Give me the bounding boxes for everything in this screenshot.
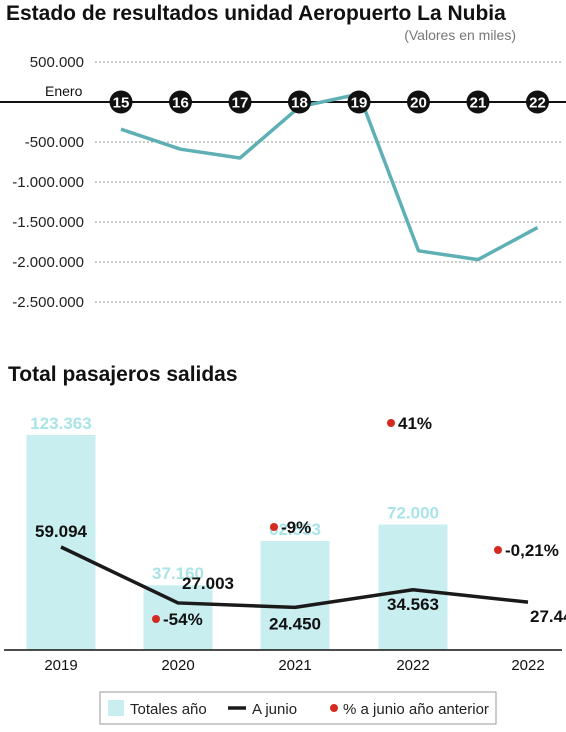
total-bar xyxy=(26,435,96,650)
x-tick-label: 18 xyxy=(291,95,308,112)
a-junio-label: 27.443 xyxy=(530,607,566,626)
legend-label-pct: % a junio año anterior xyxy=(343,701,489,718)
total-bar-label: 62.553 xyxy=(269,520,321,539)
pct-label: 41% xyxy=(398,414,432,433)
a-junio-label: 34.563 xyxy=(387,595,439,614)
x-tick-marker xyxy=(169,90,192,114)
x-tick-label: 15 xyxy=(113,95,130,112)
x-tick-label: 20 xyxy=(410,95,427,112)
x-tick-marker xyxy=(347,90,371,114)
x-tick-marker xyxy=(288,90,311,114)
x-tick-label: 22 xyxy=(529,95,546,112)
legend: Totales año A junio % a junio año anterior xyxy=(99,691,497,725)
x-tick-markers: 15 16 17 18 19 20 21 22 xyxy=(109,90,549,114)
pct-label: -54% xyxy=(163,610,203,629)
x-tick-label: 16 xyxy=(172,95,189,112)
bar-series-totales: 123.363 37.160 62.553 72.000 xyxy=(26,414,448,650)
category-label: 2020 xyxy=(161,657,194,674)
pct-dot xyxy=(387,419,395,427)
y-tick-label: 500.000 xyxy=(30,54,84,71)
chart-subtitle: (Valores en miles) xyxy=(404,27,516,43)
y-tick-label: -1.000.000 xyxy=(12,174,84,191)
legend-label-junio: A junio xyxy=(252,701,297,718)
x-tick-label: 21 xyxy=(470,95,487,112)
legend-label-totales: Totales año xyxy=(130,701,207,718)
x-tick-marker xyxy=(466,90,490,114)
category-label: 2021 xyxy=(278,657,311,674)
category-label: 2019 xyxy=(44,657,77,674)
y-tick-label: -1.500.000 xyxy=(12,214,84,231)
legend-box xyxy=(99,691,497,725)
a-junio-label: 27.003 xyxy=(182,574,234,593)
pct-label: -0,21% xyxy=(505,541,559,560)
chart-title-2: Total pasajeros salidas xyxy=(8,363,238,386)
a-junio-line xyxy=(60,545,529,610)
line-chart-y-tick-labels: 500.000 -500.000 -1.000.000 -1.500.000 -2.00… xyxy=(12,54,84,311)
result-series-line xyxy=(120,92,539,262)
total-bar-label: 72.000 xyxy=(387,504,439,523)
legend-swatch-bar xyxy=(108,700,124,716)
y-tick-label: -2.500.000 xyxy=(12,294,84,311)
pct-dot xyxy=(270,523,278,531)
chart-title: Estado de resultados unidad Aeropuerto L… xyxy=(6,2,506,25)
x-axis-caption: Enero xyxy=(45,83,83,99)
line-chart-gridlines xyxy=(95,61,562,303)
a-junio-labels: 59.094 27.003 24.450 34.563 27.443 xyxy=(35,522,566,633)
pct-dot xyxy=(152,615,160,623)
legend-swatch-dot xyxy=(330,704,338,712)
total-bar-label: 37.160 xyxy=(152,564,204,583)
a-junio-label: 59.094 xyxy=(35,522,88,541)
total-bar xyxy=(260,540,330,650)
x-tick-label: 17 xyxy=(232,95,249,112)
x-tick-marker xyxy=(228,90,252,114)
y-tick-label: -500.000 xyxy=(25,134,84,151)
x-tick-marker xyxy=(407,90,430,114)
pct-label: -9% xyxy=(281,518,311,537)
bar-chart-category-labels: 2019 2020 2021 2022 2022 xyxy=(44,657,544,674)
category-label: 2022 xyxy=(511,657,544,674)
total-bar xyxy=(378,524,448,650)
pct-change-markers: -54% -9% 41% -0,21% xyxy=(152,414,559,629)
x-tick-marker xyxy=(526,90,549,114)
a-junio-label: 24.450 xyxy=(269,614,321,633)
pct-dot xyxy=(494,546,502,554)
category-label: 2022 xyxy=(396,657,429,674)
x-tick-label: 19 xyxy=(351,95,368,112)
y-tick-label: -2.000.000 xyxy=(12,254,84,271)
x-tick-marker xyxy=(109,90,133,114)
total-bar-label: 123.363 xyxy=(30,414,91,433)
